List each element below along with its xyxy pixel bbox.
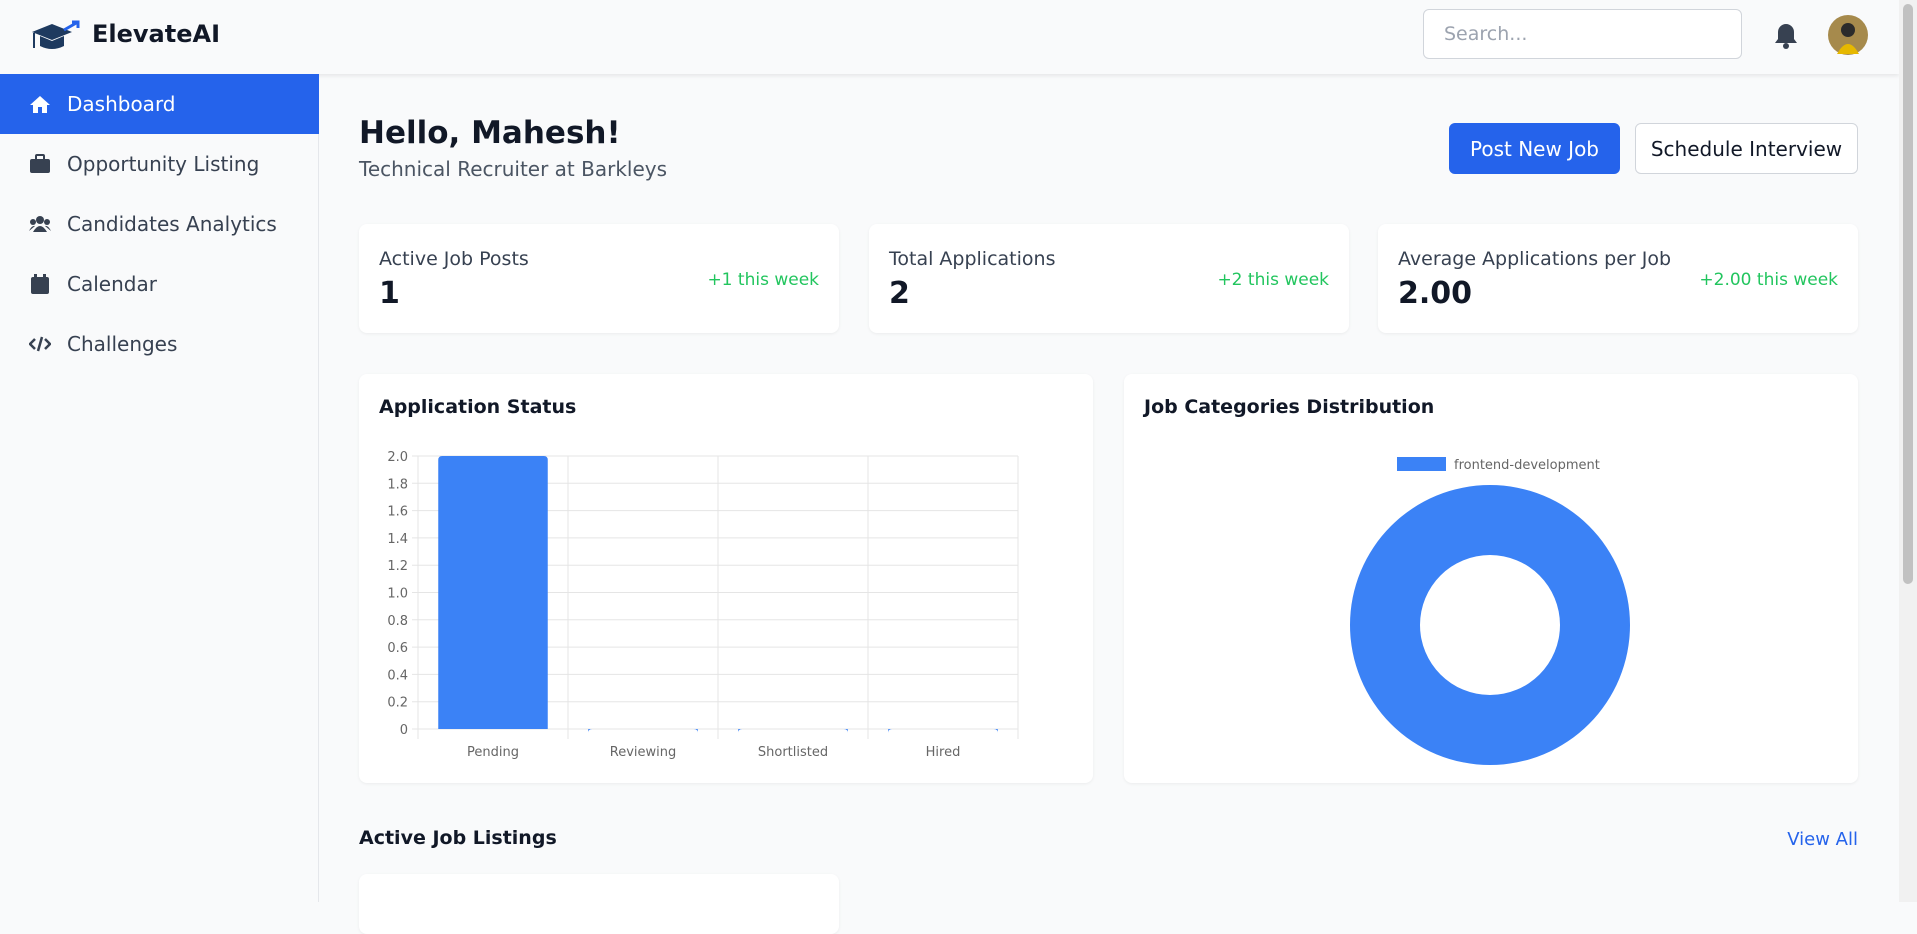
stat-value: 2 — [889, 276, 910, 311]
nav-icon — [30, 154, 50, 173]
nav-label: Calendar — [67, 272, 157, 296]
chart-title: Job Categories Distribution — [1144, 396, 1435, 418]
logo-icon — [32, 20, 80, 49]
y-tick-label: 1.6 — [387, 505, 408, 520]
stat-delta: +1 this week — [707, 270, 819, 290]
nav-item[interactable]: Challenges — [0, 314, 319, 374]
nav-item[interactable]: Dashboard — [0, 74, 319, 134]
y-tick-label: 0.8 — [387, 614, 408, 629]
x-tick-label: Hired — [926, 745, 961, 760]
y-tick-label: 0.6 — [387, 641, 408, 656]
header: ElevateAI Search... — [0, 0, 1899, 74]
greeting-subtitle: Technical Recruiter at Barkleys — [359, 157, 668, 181]
nav-item[interactable]: Candidates Analytics — [0, 194, 319, 254]
stat-card: Active Job Posts 1 +1 this week — [359, 224, 839, 333]
x-tick-label: Reviewing — [610, 745, 677, 760]
sidebar: Dashboard Opportunity Listing Candidates… — [0, 74, 319, 902]
donut-slice — [1350, 485, 1630, 765]
nav-icon — [31, 274, 49, 294]
post-job-button[interactable]: Post New Job — [1449, 123, 1620, 174]
stat-delta: +2 this week — [1217, 270, 1329, 290]
nav-label: Opportunity Listing — [67, 152, 260, 176]
chart-card: Application Status 0 0.2 0.4 0.6 0.8 1.0 1.2 1.… — [359, 374, 1093, 783]
job-card — [359, 874, 839, 934]
stat-label: Total Applications — [889, 248, 1056, 270]
view-all-link[interactable]: View All — [1787, 829, 1858, 850]
y-tick-label: 1.2 — [387, 559, 408, 574]
stat-card: Total Applications 2 +2 this week — [869, 224, 1349, 333]
page: ElevateAI Search... Dashboard Opportunit… — [0, 0, 1917, 902]
legend-swatch — [1397, 457, 1446, 471]
bell-icon[interactable] — [1774, 22, 1798, 50]
stat-value: 2.00 — [1398, 276, 1473, 311]
schedule-button[interactable]: Schedule Interview — [1635, 123, 1858, 174]
stat-value: 1 — [379, 276, 400, 311]
avatar[interactable] — [1827, 14, 1869, 56]
nav-item[interactable]: Calendar — [0, 254, 319, 314]
y-tick-label: 1.0 — [387, 587, 408, 602]
nav-icon — [29, 216, 51, 232]
bar-chart: 0 0.2 0.4 0.6 0.8 1.0 1.2 1.4 1.6 1.8 2.0 Pending Re… — [387, 450, 1019, 760]
scrollbar — [1899, 0, 1917, 902]
stat-label: Average Applications per Job — [1398, 248, 1672, 270]
stat-label: Active Job Posts — [379, 248, 529, 270]
bar — [888, 729, 998, 733]
stat-card: Average Applications per Job 2.00 +2.00 th… — [1378, 224, 1858, 333]
section-title: Active Job Listings — [359, 827, 557, 849]
y-tick-label: 0 — [400, 723, 408, 738]
nav-icon — [29, 336, 51, 352]
chart-title: Application Status — [379, 396, 577, 418]
greeting-title: Hello, Mahesh! — [359, 115, 621, 151]
nav-item[interactable]: Opportunity Listing — [0, 134, 319, 194]
brand: ElevateAI — [92, 20, 220, 48]
x-tick-label: Pending — [467, 745, 519, 760]
donut-chart: frontend-development — [1350, 457, 1630, 765]
nav-label: Candidates Analytics — [67, 212, 277, 236]
chart-card: Job Categories Distribution frontend-dev… — [1124, 374, 1858, 783]
nav-icon — [30, 96, 50, 113]
scrollbar-thumb — [1903, 4, 1913, 584]
y-tick-label: 1.8 — [387, 477, 408, 492]
search-input[interactable]: Search... — [1423, 9, 1742, 59]
legend-label: frontend-development — [1454, 458, 1600, 473]
bar — [588, 729, 698, 733]
y-tick-label: 0.2 — [387, 696, 408, 711]
y-tick-label: 0.4 — [387, 668, 408, 683]
nav-label: Challenges — [67, 332, 178, 356]
y-tick-label: 1.4 — [387, 532, 408, 547]
nav-label: Dashboard — [67, 92, 176, 116]
stat-delta: +2.00 this week — [1699, 270, 1838, 290]
bar — [438, 456, 548, 729]
bar — [738, 729, 848, 733]
x-tick-label: Shortlisted — [758, 745, 828, 760]
y-tick-label: 2.0 — [387, 450, 408, 465]
